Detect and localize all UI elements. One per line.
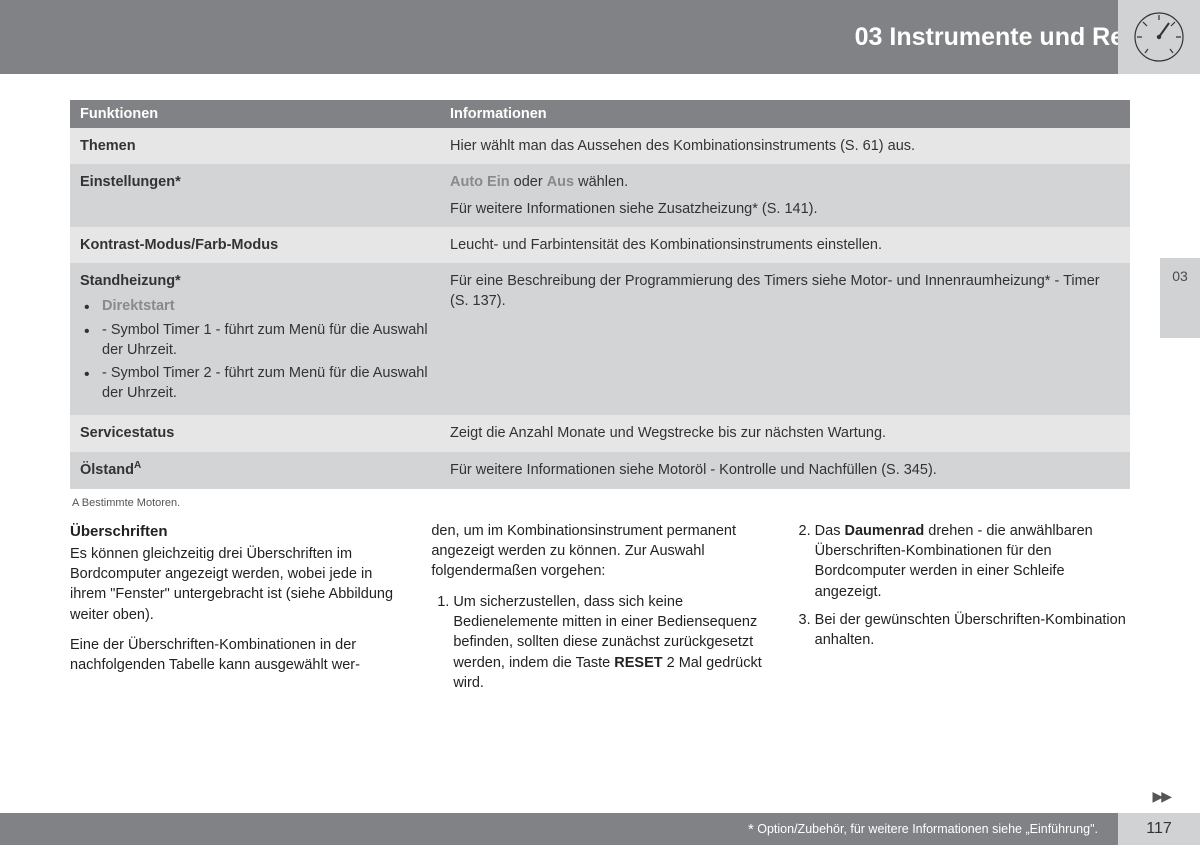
functions-table: Funktionen Informationen Themen Hier wäh… [70, 100, 1130, 489]
standheizung-list: Direktstart - Symbol Timer 1 - führt zum… [80, 297, 430, 403]
row-label: Einstellungen* [80, 174, 181, 190]
steps-list: Um sicherzustellen, dass sich keine Bedi… [431, 592, 768, 693]
row-info: Hier wählt man das Aussehen des Kombinat… [440, 128, 1130, 164]
row-label: Servicestatus [80, 425, 174, 441]
step-item: Das Daumenrad drehen - die anwählbaren Ü… [815, 521, 1130, 602]
th-functions: Funktionen [70, 100, 440, 128]
column-1: Überschriften Es können gleichzeitig dre… [70, 521, 407, 701]
table-row: ÖlstandA Für weitere Informationen siehe… [70, 452, 1130, 489]
table-row: Standheizung* Direktstart - Symbol Timer… [70, 263, 1130, 415]
continue-arrows-icon: ▶▶ [1152, 788, 1170, 805]
step-item: Um sicherzustellen, dass sich keine Bedi… [453, 592, 768, 693]
body-paragraph: den, um im Kombinationsinstrument perman… [431, 521, 768, 582]
body-paragraph: Es können gleichzeitig drei Überschrifte… [70, 544, 407, 625]
side-tab-label: 03 [1172, 268, 1188, 284]
footer-bar: * Option/Zubehör, für weitere Informatio… [0, 813, 1200, 845]
body-columns: Überschriften Es können gleichzeitig dre… [70, 521, 1130, 701]
column-2: den, um im Kombinationsinstrument perman… [431, 521, 768, 701]
row-label: Kontrast-Modus/Farb-Modus [80, 237, 278, 253]
gauge-icon-box [1118, 0, 1200, 74]
column-3: Das Daumenrad drehen - die anwählbaren Ü… [793, 521, 1130, 701]
row-info: Leucht- und Farbintensität des Kombinati… [440, 227, 1130, 263]
row-info: Auto Ein oder Aus wählen. Für weitere In… [440, 164, 1130, 227]
table-row: Themen Hier wählt man das Aussehen des K… [70, 128, 1130, 164]
row-info: Zeigt die Anzahl Monate und Wegstrecke b… [440, 415, 1130, 451]
footnote-a: A Bestimmte Motoren. [72, 497, 1130, 509]
side-tab: 03 [1160, 258, 1200, 338]
row-label: Themen [80, 138, 136, 154]
speedometer-icon [1131, 9, 1187, 65]
th-information: Informationen [440, 100, 1130, 128]
row-label: ÖlstandA [80, 462, 141, 478]
table-row: Servicestatus Zeigt die Anzahl Monate un… [70, 415, 1130, 451]
steps-list-cont: Das Daumenrad drehen - die anwählbaren Ü… [793, 521, 1130, 651]
row-label: Standheizung* [80, 273, 181, 289]
row-info: Für eine Beschreibung der Programmierung… [440, 263, 1130, 415]
row-info: Für weitere Informationen siehe Motoröl … [440, 452, 1130, 489]
footer-note: * Option/Zubehör, für weitere Informatio… [748, 821, 1098, 838]
page-content: Funktionen Informationen Themen Hier wäh… [70, 100, 1130, 701]
table-row: Kontrast-Modus/Farb-Modus Leucht- und Fa… [70, 227, 1130, 263]
ueberschriften-heading: Überschriften [70, 521, 407, 542]
step-item: Bei der gewünschten Überschriften-Kombin… [815, 610, 1130, 651]
body-paragraph: Eine der Überschriften-Kombinationen in … [70, 635, 407, 676]
table-row: Einstellungen* Auto Ein oder Aus wählen.… [70, 164, 1130, 227]
header-bar: 03 Instrumente und Regler [0, 0, 1200, 74]
page-number: 117 [1118, 813, 1200, 845]
table-header-row: Funktionen Informationen [70, 100, 1130, 128]
